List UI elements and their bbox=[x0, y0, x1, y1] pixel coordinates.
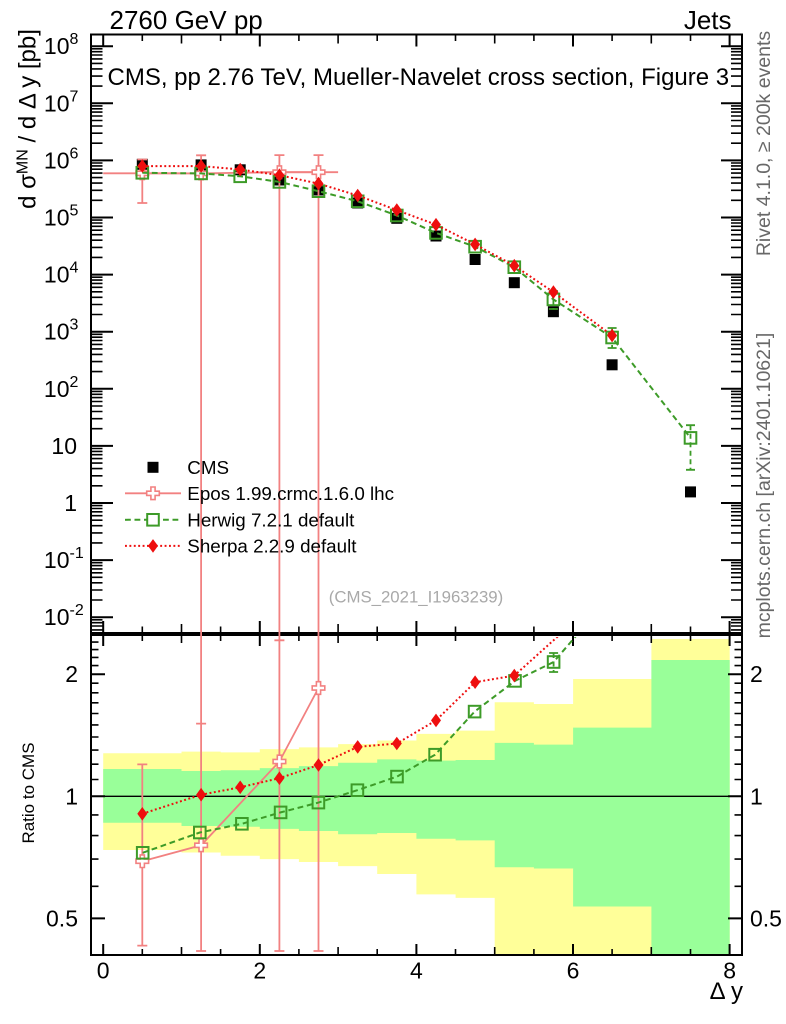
svg-text:1: 1 bbox=[65, 783, 78, 809]
svg-text:Sherpa 2.2.9 default: Sherpa 2.2.9 default bbox=[187, 536, 357, 557]
svg-text:1: 1 bbox=[750, 783, 763, 809]
svg-text:10: 10 bbox=[44, 547, 70, 573]
svg-text:8: 8 bbox=[70, 31, 79, 48]
svg-text:-1: -1 bbox=[70, 545, 84, 562]
svg-text:6: 6 bbox=[70, 145, 79, 162]
svg-text:Epos 1.99.crmc.1.6.0 lhc: Epos 1.99.crmc.1.6.0 lhc bbox=[187, 483, 394, 504]
svg-text:Ratio to CMS: Ratio to CMS bbox=[19, 742, 38, 843]
svg-text:10: 10 bbox=[51, 433, 77, 459]
svg-text:10: 10 bbox=[44, 90, 70, 116]
svg-text:mcplots.cern.ch [arXiv:2401.10: mcplots.cern.ch [arXiv:2401.10621] bbox=[753, 333, 775, 639]
svg-text:2: 2 bbox=[70, 374, 79, 391]
svg-text:10: 10 bbox=[44, 205, 70, 231]
svg-text:2760 GeV pp: 2760 GeV pp bbox=[110, 5, 263, 35]
svg-text:(CMS_2021_I1963239): (CMS_2021_I1963239) bbox=[329, 588, 503, 607]
svg-text:Δ y: Δ y bbox=[710, 978, 743, 1005]
svg-text:0: 0 bbox=[97, 958, 110, 984]
svg-text:6: 6 bbox=[567, 958, 580, 984]
svg-text:10: 10 bbox=[44, 319, 70, 345]
svg-text:8: 8 bbox=[723, 958, 736, 984]
svg-text:CMS: CMS bbox=[187, 457, 229, 478]
svg-text:2: 2 bbox=[253, 958, 266, 984]
svg-text:-2: -2 bbox=[70, 602, 84, 619]
svg-text:Herwig 7.2.1 default: Herwig 7.2.1 default bbox=[187, 509, 355, 530]
svg-text:4: 4 bbox=[410, 958, 423, 984]
svg-text:1: 1 bbox=[64, 490, 77, 516]
svg-text:10: 10 bbox=[44, 376, 70, 402]
svg-text:5: 5 bbox=[70, 203, 79, 220]
svg-text:0.5: 0.5 bbox=[750, 905, 782, 931]
svg-text:10: 10 bbox=[44, 604, 70, 630]
svg-text:2: 2 bbox=[750, 661, 763, 687]
svg-text:2: 2 bbox=[65, 661, 78, 687]
svg-text:d σMN / d Δ y [pb]: d σMN / d Δ y [pb] bbox=[15, 29, 42, 209]
svg-text:0.5: 0.5 bbox=[46, 905, 78, 931]
svg-text:CMS, pp 2.76 TeV, Mueller-Nave: CMS, pp 2.76 TeV, Mueller-Navelet cross … bbox=[108, 64, 730, 91]
svg-text:10: 10 bbox=[44, 33, 70, 59]
svg-text:Jets: Jets bbox=[684, 5, 732, 35]
svg-text:Rivet 4.1.0, ≥ 200k events: Rivet 4.1.0, ≥ 200k events bbox=[753, 31, 775, 257]
svg-text:4: 4 bbox=[70, 260, 79, 277]
svg-text:10: 10 bbox=[44, 262, 70, 288]
svg-text:7: 7 bbox=[70, 88, 79, 105]
svg-text:3: 3 bbox=[70, 317, 79, 334]
svg-text:10: 10 bbox=[44, 147, 70, 173]
